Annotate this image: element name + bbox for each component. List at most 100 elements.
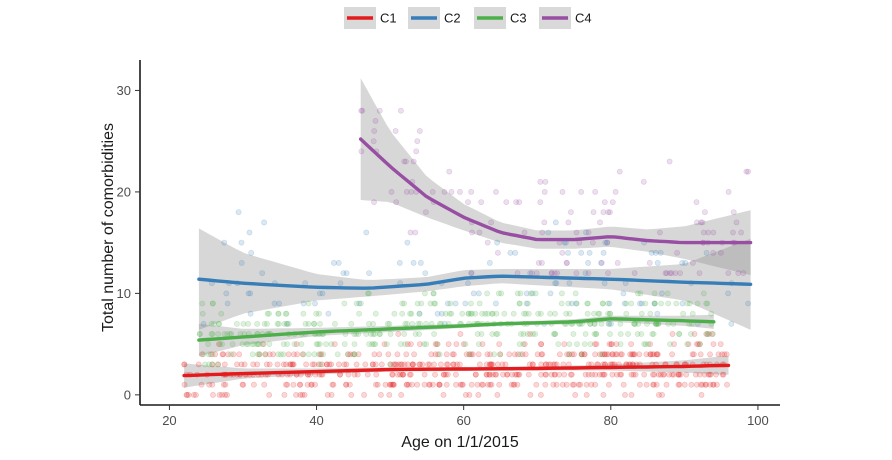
data-point-c1 [628,341,634,347]
data-point-c1 [222,381,229,388]
data-point-c1 [581,351,588,358]
data-point-c1 [434,341,441,347]
data-point-c1 [234,361,240,368]
data-point-c3 [365,290,372,297]
data-point-c1 [230,351,237,358]
data-point-c3 [493,331,500,337]
data-point-c1 [556,371,563,378]
data-point-c1 [676,371,683,378]
data-point-c1 [478,381,485,388]
data-point-c1 [488,361,495,368]
data-point-c1 [382,381,389,388]
data-point-c3 [251,341,258,347]
data-point-c2 [223,290,230,297]
data-point-c3 [591,331,598,337]
data-point-c2 [573,300,580,307]
data-point-c3 [584,310,591,317]
data-point-c1 [400,371,406,378]
data-point-c3 [399,310,406,317]
legend-label-c2: C2 [444,11,461,26]
data-point-c3 [348,320,355,327]
data-point-c2 [654,259,661,266]
data-point-c1 [460,341,467,347]
data-point-c3 [482,310,489,317]
data-point-c3 [516,341,523,347]
data-point-c1 [521,341,528,347]
data-point-c1 [538,351,545,358]
data-point-c4 [730,209,737,216]
data-point-c2 [638,300,645,307]
data-point-c3 [214,361,221,368]
data-point-c3 [408,310,415,317]
data-point-c3 [423,341,430,347]
data-point-c4 [414,138,421,145]
data-point-c3 [266,341,273,347]
data-point-c1 [209,361,216,368]
y-tick-label: 10 [117,286,131,301]
data-point-c2 [620,290,627,297]
data-point-c1 [329,381,336,388]
data-point-c3 [582,331,589,337]
data-point-c1 [343,381,350,388]
data-point-c3 [647,310,654,317]
data-point-c3 [386,320,393,327]
data-point-c1 [328,391,335,398]
data-point-c1 [435,351,441,358]
data-point-c1 [508,381,515,388]
data-point-c4 [370,138,377,145]
data-point-c2 [545,229,552,236]
data-point-c1 [622,391,628,398]
data-point-c1 [453,341,460,347]
data-point-c1 [208,351,214,358]
data-point-c1 [601,351,608,358]
data-point-c3 [418,300,425,307]
x-tick-label: 60 [456,413,470,428]
data-point-c3 [216,320,223,327]
data-point-c4 [535,259,542,266]
data-point-c1 [372,381,379,388]
ticks: 20 40 60 80 100 0 10 20 30 [117,83,769,428]
data-point-c3 [517,351,524,358]
data-point-c1 [404,341,411,347]
data-point-c1 [483,371,490,378]
data-point-c1 [462,391,469,398]
data-point-c1 [444,361,451,368]
data-point-c2 [529,290,536,297]
data-point-c3 [599,300,606,307]
data-point-c3 [249,341,255,347]
data-point-c1 [330,381,337,388]
data-point-c3 [510,310,517,317]
data-point-c1 [563,381,570,388]
data-point-c4 [554,270,561,276]
data-point-c2 [238,259,245,266]
data-point-c1 [443,351,450,358]
data-point-c3 [206,361,212,368]
data-point-c1 [617,371,624,378]
data-point-c3 [363,331,370,337]
data-point-c1 [212,351,219,358]
data-point-c3 [528,290,534,297]
data-point-c4 [674,249,680,256]
data-point-c3 [565,300,572,307]
data-point-c3 [676,331,682,337]
data-point-c1 [533,381,540,388]
data-point-c3 [421,290,428,297]
data-point-c3 [491,351,498,358]
data-point-c4 [597,219,603,226]
data-point-c1 [502,361,509,368]
data-point-c3 [431,331,437,337]
data-point-c1 [441,371,447,378]
data-point-c2 [224,300,231,307]
data-point-c4 [358,148,365,155]
data-point-c1 [519,351,526,358]
data-point-c1 [355,351,362,358]
data-point-c4 [416,128,423,134]
data-point-c3 [209,351,216,358]
data-point-c3 [584,300,591,307]
data-point-c3 [651,300,658,307]
data-point-c3 [489,331,496,337]
data-point-c2 [316,290,323,297]
data-point-c1 [390,381,397,388]
data-point-c4 [537,199,544,205]
data-point-c2 [284,320,291,327]
